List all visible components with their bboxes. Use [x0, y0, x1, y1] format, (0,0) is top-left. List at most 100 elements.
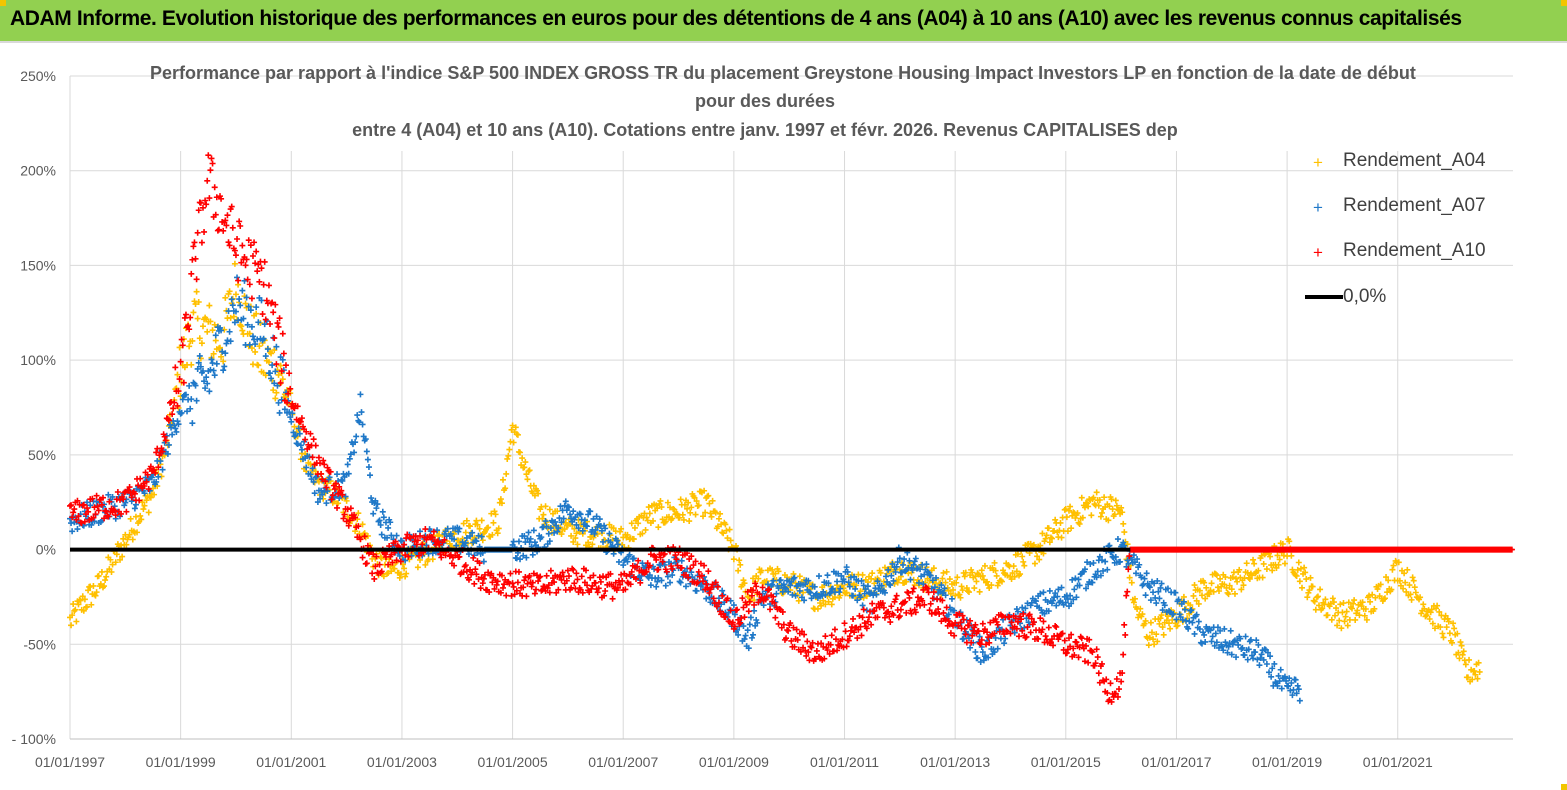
data-point-rendement_a07	[1069, 576, 1076, 583]
data-point-rendement_a10	[840, 644, 847, 651]
data-point-rendement_a07	[1172, 589, 1179, 596]
data-point-rendement_a10	[222, 217, 229, 224]
data-point-rendement_a10	[1024, 624, 1031, 631]
data-point-rendement_a07	[296, 430, 303, 437]
data-point-rendement_a07	[858, 577, 865, 584]
data-point-rendement_a10	[1061, 637, 1068, 644]
data-point-rendement_a04	[894, 579, 901, 586]
data-point-rendement_a04	[1316, 602, 1323, 609]
data-point-rendement_a10	[205, 152, 212, 159]
data-point-rendement_a04	[1236, 566, 1243, 573]
data-point-rendement_a04	[1233, 575, 1240, 582]
data-point-rendement_a04	[141, 502, 148, 509]
data-point-rendement_a07	[367, 472, 374, 479]
data-point-rendement_a07	[211, 372, 218, 379]
data-point-rendement_a10	[476, 560, 483, 567]
data-point-rendement_a04	[1043, 532, 1050, 539]
data-point-rendement_a04	[954, 574, 961, 581]
data-point-rendement_a10	[81, 518, 88, 525]
data-point-rendement_a07	[232, 308, 239, 315]
data-point-rendement_a04	[570, 538, 577, 545]
data-point-rendement_a04	[134, 529, 141, 536]
data-point-rendement_a04	[1153, 631, 1160, 638]
data-point-rendement_a07	[346, 455, 353, 462]
data-point-rendement_a10	[273, 361, 280, 368]
data-point-rendement_a07	[1245, 646, 1252, 653]
data-point-rendement_a04	[1084, 500, 1091, 507]
data-point-rendement_a10	[195, 207, 202, 214]
data-point-rendement_a07	[1276, 678, 1283, 685]
data-point-rendement_a10	[935, 606, 942, 613]
data-point-rendement_a07	[596, 516, 603, 523]
data-point-rendement_a10	[994, 621, 1001, 628]
data-point-rendement_a04	[84, 603, 91, 610]
data-point-rendement_a10	[280, 350, 287, 357]
data-point-rendement_a04	[512, 424, 519, 431]
data-point-rendement_a07	[245, 303, 252, 310]
data-point-rendement_a10	[371, 575, 378, 582]
data-point-rendement_a04	[1345, 599, 1352, 606]
data-point-rendement_a04	[1437, 624, 1444, 631]
data-point-rendement_a10	[101, 515, 108, 522]
data-point-rendement_a10	[619, 577, 626, 584]
chart-title-line-3: entre 4 (A04) et 10 ans (A10). Cotations…	[352, 120, 1178, 140]
data-point-rendement_a10	[85, 508, 92, 515]
data-point-rendement_a04	[1267, 553, 1274, 560]
corner-marker	[0, 0, 6, 6]
data-point-rendement_a07	[785, 588, 792, 595]
data-point-rendement_a07	[787, 582, 794, 589]
data-point-rendement_a07	[991, 649, 998, 656]
data-point-rendement_a07	[1224, 649, 1231, 656]
data-point-rendement_a04	[1229, 574, 1236, 581]
data-point-rendement_a10	[338, 487, 345, 494]
data-point-rendement_a10	[841, 620, 848, 627]
data-point-rendement_a04	[991, 559, 998, 566]
data-point-rendement_a10	[790, 624, 797, 631]
data-point-rendement_a04	[137, 512, 144, 519]
data-point-rendement_a07	[462, 539, 469, 546]
data-point-rendement_a07	[1230, 638, 1237, 645]
y-tick-label: 250%	[20, 68, 56, 84]
data-point-rendement_a10	[202, 197, 209, 204]
data-point-rendement_a04	[635, 520, 642, 527]
data-point-rendement_a04	[1245, 574, 1252, 581]
data-point-rendement_a04	[572, 535, 579, 542]
data-point-rendement_a04	[772, 570, 779, 577]
data-point-rendement_a07	[475, 532, 482, 539]
data-point-rendement_a10	[343, 518, 350, 525]
data-point-rendement_a04	[1034, 553, 1041, 560]
data-point-rendement_a07	[978, 644, 985, 651]
data-point-rendement_a04	[460, 520, 467, 527]
data-point-rendement_a10	[120, 496, 127, 503]
data-point-rendement_a10	[597, 578, 604, 585]
data-point-rendement_a04	[857, 588, 864, 595]
data-point-rendement_a07	[864, 583, 871, 590]
data-point-rendement_a04	[1108, 496, 1115, 503]
data-point-rendement_a04	[207, 318, 214, 325]
data-point-rendement_a10	[775, 620, 782, 627]
data-point-rendement_a07	[931, 584, 938, 591]
data-point-rendement_a04	[1462, 661, 1469, 668]
data-point-rendement_a04	[90, 582, 97, 589]
y-tick-label: -50%	[23, 636, 56, 652]
data-point-rendement_a07	[268, 375, 275, 382]
data-point-rendement_a04	[641, 510, 648, 517]
data-point-rendement_a10	[874, 614, 881, 621]
data-point-rendement_a04	[242, 300, 249, 307]
data-point-rendement_a10	[69, 514, 76, 521]
data-point-rendement_a04	[837, 592, 844, 599]
data-point-rendement_a07	[155, 473, 162, 480]
data-point-rendement_a04	[238, 323, 245, 330]
data-point-rendement_a10	[794, 636, 801, 643]
data-point-rendement_a07	[747, 614, 754, 621]
data-point-rendement_a07	[543, 523, 550, 530]
data-point-rendement_a10	[1508, 546, 1515, 553]
data-point-rendement_a10	[535, 578, 542, 585]
data-point-rendement_a10	[317, 460, 324, 467]
data-point-rendement_a10	[885, 608, 892, 615]
data-point-rendement_a07	[352, 439, 359, 446]
data-point-rendement_a07	[165, 441, 172, 448]
data-point-rendement_a07	[1050, 597, 1057, 604]
data-point-rendement_a10	[1059, 630, 1066, 637]
data-point-rendement_a04	[943, 568, 950, 575]
